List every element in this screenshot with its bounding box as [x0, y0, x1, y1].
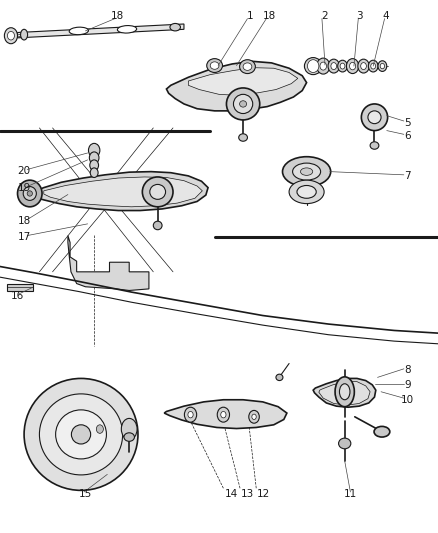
Circle shape — [252, 414, 256, 419]
Text: 14: 14 — [225, 489, 238, 499]
Circle shape — [371, 63, 376, 69]
Polygon shape — [166, 61, 307, 111]
Circle shape — [380, 63, 385, 69]
Ellipse shape — [153, 221, 162, 230]
Ellipse shape — [276, 374, 283, 381]
Ellipse shape — [361, 104, 388, 131]
Text: 15: 15 — [79, 489, 92, 499]
Text: 18: 18 — [18, 216, 31, 226]
Text: 11: 11 — [344, 489, 357, 499]
Ellipse shape — [307, 60, 319, 72]
Ellipse shape — [142, 177, 173, 207]
Ellipse shape — [207, 59, 223, 72]
Ellipse shape — [240, 101, 247, 107]
Text: 16: 16 — [11, 291, 24, 301]
Ellipse shape — [69, 27, 88, 35]
Circle shape — [358, 59, 369, 73]
Ellipse shape — [226, 88, 260, 120]
Ellipse shape — [297, 185, 316, 198]
Circle shape — [368, 60, 378, 72]
Ellipse shape — [368, 111, 381, 124]
Circle shape — [320, 62, 326, 70]
Text: 18: 18 — [111, 11, 124, 21]
Polygon shape — [188, 68, 298, 95]
Ellipse shape — [71, 425, 91, 444]
Circle shape — [350, 62, 356, 70]
Circle shape — [328, 59, 339, 73]
Ellipse shape — [117, 26, 137, 33]
Text: 8: 8 — [404, 366, 411, 375]
Circle shape — [4, 28, 18, 44]
Polygon shape — [26, 172, 208, 211]
Ellipse shape — [210, 62, 219, 69]
Circle shape — [221, 411, 226, 418]
Circle shape — [188, 411, 193, 418]
Ellipse shape — [39, 394, 123, 475]
Ellipse shape — [24, 378, 138, 490]
Ellipse shape — [335, 377, 354, 407]
Ellipse shape — [304, 58, 322, 75]
Text: 1: 1 — [246, 11, 253, 21]
Circle shape — [90, 160, 99, 171]
Ellipse shape — [339, 438, 351, 449]
Text: 6: 6 — [404, 131, 411, 141]
Text: 19: 19 — [18, 183, 31, 193]
Ellipse shape — [239, 134, 247, 141]
Circle shape — [317, 58, 330, 74]
Text: 4: 4 — [382, 11, 389, 21]
Ellipse shape — [289, 180, 324, 204]
Ellipse shape — [170, 23, 180, 31]
Polygon shape — [44, 177, 202, 207]
Circle shape — [378, 61, 387, 71]
Circle shape — [96, 425, 103, 433]
Ellipse shape — [374, 426, 390, 437]
Ellipse shape — [240, 60, 255, 74]
Ellipse shape — [121, 418, 137, 440]
Polygon shape — [18, 24, 184, 38]
Ellipse shape — [124, 433, 134, 441]
Ellipse shape — [56, 410, 106, 459]
Circle shape — [360, 63, 366, 69]
Ellipse shape — [370, 142, 379, 149]
Ellipse shape — [27, 191, 32, 196]
Ellipse shape — [21, 29, 28, 40]
Text: 2: 2 — [321, 11, 328, 21]
Circle shape — [338, 60, 347, 72]
Polygon shape — [7, 284, 33, 291]
Text: 20: 20 — [18, 166, 31, 175]
Circle shape — [331, 63, 337, 69]
Ellipse shape — [293, 163, 321, 180]
Text: 17: 17 — [18, 232, 31, 242]
Circle shape — [184, 407, 197, 422]
Circle shape — [340, 63, 345, 69]
Polygon shape — [319, 382, 370, 405]
Circle shape — [90, 168, 98, 177]
Text: 7: 7 — [404, 171, 411, 181]
Ellipse shape — [339, 384, 350, 400]
Circle shape — [346, 59, 359, 74]
Circle shape — [89, 152, 99, 164]
Ellipse shape — [18, 180, 42, 207]
Circle shape — [249, 410, 259, 423]
Text: 12: 12 — [257, 489, 270, 499]
Ellipse shape — [243, 63, 252, 70]
Polygon shape — [68, 236, 149, 290]
Text: 5: 5 — [404, 118, 411, 127]
Ellipse shape — [300, 168, 313, 175]
Text: 3: 3 — [356, 11, 363, 21]
Ellipse shape — [283, 157, 331, 187]
Ellipse shape — [150, 184, 166, 199]
Text: 13: 13 — [241, 489, 254, 499]
Ellipse shape — [233, 94, 253, 114]
Text: 9: 9 — [404, 381, 411, 390]
Polygon shape — [313, 378, 376, 407]
Polygon shape — [164, 400, 287, 429]
Text: 18: 18 — [263, 11, 276, 21]
Circle shape — [217, 407, 230, 422]
Ellipse shape — [23, 187, 36, 200]
Circle shape — [88, 143, 100, 157]
Circle shape — [7, 31, 14, 40]
Text: 10: 10 — [401, 395, 414, 405]
